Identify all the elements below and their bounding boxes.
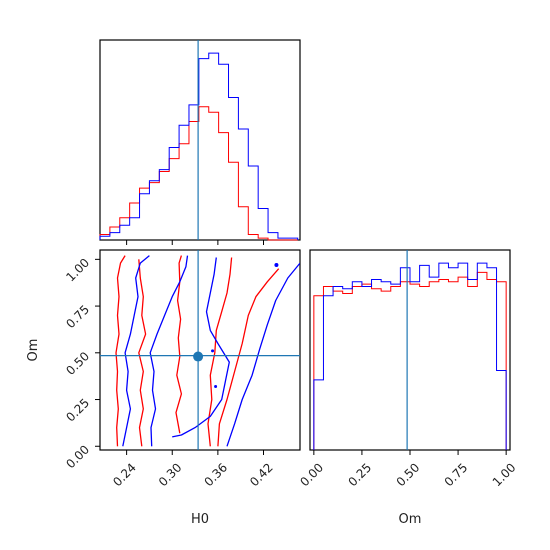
x-axis-label-om: Om: [399, 512, 422, 527]
hist-om-step-0: [313, 271, 507, 450]
y-axis-label-om: Om: [26, 339, 41, 362]
x-om-tick-label-4: 1.00: [490, 460, 519, 489]
contour-group: [100, 250, 300, 450]
y-om-tick-label-1: 0.25: [63, 396, 92, 425]
x-om-tick-label-2: 0.50: [394, 460, 423, 489]
hist-h0-step-1: [99, 52, 299, 240]
contour-point-2: [214, 384, 218, 388]
contour-0-path-2: [175, 255, 183, 434]
x-h0-tick-label-3: 0.42: [247, 460, 276, 489]
contour-0-path-4: [217, 268, 280, 447]
x-h0-tick-label-1: 0.30: [156, 460, 185, 489]
contour-0-path-1: [138, 259, 147, 447]
y-om-tick-label-2: 0.50: [63, 349, 92, 378]
hist-om-step-1: [313, 262, 507, 450]
contour-1-path-2: [172, 257, 230, 438]
hist-om-group: [313, 250, 507, 450]
contour-1-path-0: [122, 255, 150, 447]
x-om-tick-label-1: 0.25: [345, 460, 374, 489]
panel-contour-frame: [99, 249, 301, 451]
x-h0-tick-label-0: 0.24: [110, 460, 139, 489]
x-h0-tick-label-2: 0.36: [201, 460, 230, 489]
y-om-tick-label-4: 1.00: [63, 256, 92, 285]
y-om-tick-label-0: 0.00: [63, 442, 92, 471]
y-om-tick-label-3: 0.75: [63, 302, 92, 331]
contour-0-path-3: [207, 257, 233, 447]
x-om-tick-label-0: 0.00: [297, 460, 326, 489]
contour-lines: [115, 255, 300, 447]
contour-point-3: [211, 349, 215, 353]
tick-group: 0.24 0.30 0.36 0.42 0.00 0.25 0.50 0.75 1.00 0.00…: [63, 240, 518, 489]
contour-1-path-3: [226, 262, 300, 447]
contour-0-path-0: [115, 255, 126, 447]
panel-hist-h0-frame: [99, 39, 301, 241]
x-axis-label-h0: H0: [191, 512, 209, 527]
contour-point-1: [274, 262, 279, 267]
x-om-tick-label-3: 0.75: [442, 460, 471, 489]
contour-1-path-1: [149, 255, 189, 447]
hist-h0-group: [99, 40, 299, 241]
